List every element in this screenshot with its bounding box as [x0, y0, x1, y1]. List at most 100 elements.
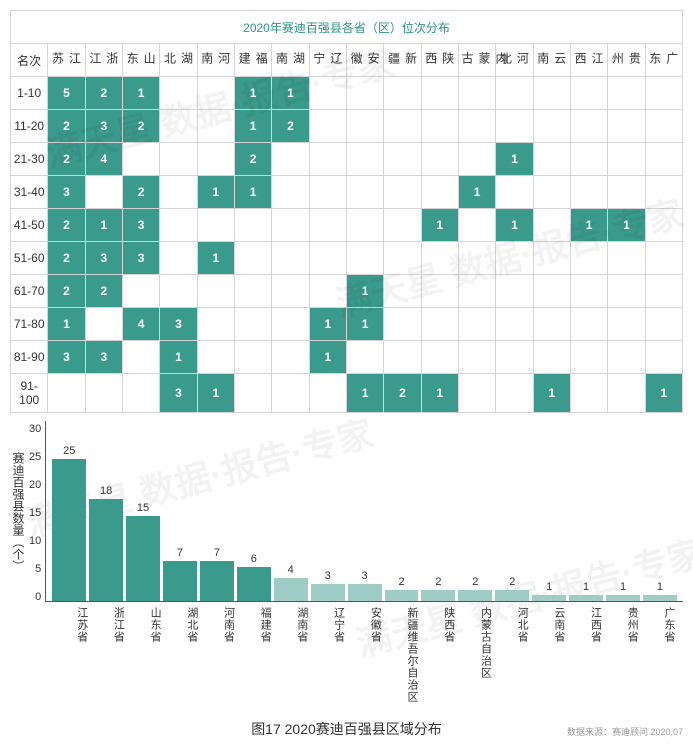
bar-value-label: 2 [509, 576, 515, 588]
rank-label: 31-40 [11, 176, 48, 209]
table-cell [160, 242, 197, 275]
bar-column: 1 [569, 581, 603, 601]
table-cell [608, 176, 645, 209]
province-header: 山东 [124, 48, 158, 70]
table-cell [533, 341, 570, 374]
bar [532, 595, 566, 601]
bar [237, 567, 271, 601]
ytick: 10 [29, 535, 41, 547]
table-cell [533, 77, 570, 110]
table-cell [570, 110, 607, 143]
table-cell [197, 308, 234, 341]
table-cell [197, 275, 234, 308]
rank-label: 21-30 [11, 143, 48, 176]
table-cell: 1 [85, 209, 122, 242]
table-cell [608, 143, 645, 176]
table-cell [496, 275, 533, 308]
table-cell: 5 [48, 77, 85, 110]
table-cell: 2 [48, 110, 85, 143]
table-cell [533, 143, 570, 176]
table-cell [346, 242, 383, 275]
table-cell [197, 143, 234, 176]
table-cell: 1 [496, 209, 533, 242]
xaxis-labels: 江苏省浙江省山东省湖北省河南省福建省湖南省辽宁省安徽省新疆维吾尔自治区陕西省内蒙… [50, 603, 683, 703]
rank-label: 71-80 [11, 308, 48, 341]
table-cell: 1 [570, 209, 607, 242]
table-cell [384, 308, 421, 341]
table-cell [384, 275, 421, 308]
table-cell [160, 143, 197, 176]
table-cell [421, 77, 458, 110]
table-cell [570, 242, 607, 275]
bar [89, 499, 123, 601]
ytick: 25 [29, 451, 41, 463]
bar-value-label: 15 [137, 502, 149, 514]
ytick: 5 [29, 563, 41, 575]
bar-value-label: 7 [214, 547, 220, 559]
yaxis-label: 赛迪百强县数量（个） [10, 452, 29, 572]
table-cell: 2 [272, 110, 309, 143]
table-cell: 1 [645, 374, 682, 413]
table-cell [421, 275, 458, 308]
table-cell [458, 143, 495, 176]
table-cell [160, 176, 197, 209]
province-header: 云南 [535, 48, 569, 70]
xaxis-label: 浙江省 [93, 607, 127, 703]
xaxis-label: 湖南省 [276, 607, 310, 703]
bar-value-label: 3 [362, 570, 368, 582]
table-cell: 3 [85, 341, 122, 374]
xaxis-label: 安徽省 [350, 607, 384, 703]
rank-label: 91-100 [11, 374, 48, 413]
table-cell [309, 110, 346, 143]
bar [385, 590, 419, 601]
province-header: 安徽 [348, 48, 382, 70]
table-cell [384, 143, 421, 176]
rank-header: 名次 [11, 44, 48, 77]
bar-value-label: 1 [620, 581, 626, 593]
table-cell: 3 [48, 176, 85, 209]
table-cell [645, 341, 682, 374]
bar [606, 595, 640, 601]
table-cell [570, 275, 607, 308]
table-cell: 1 [421, 209, 458, 242]
table-cell [234, 275, 271, 308]
table-cell [645, 110, 682, 143]
bar-column: 1 [643, 581, 677, 601]
table-cell [496, 176, 533, 209]
table-cell: 1 [346, 275, 383, 308]
xaxis-label: 辽宁省 [313, 607, 347, 703]
table-cell [570, 341, 607, 374]
yaxis-ticks: 302520151050 [29, 421, 45, 603]
bar-value-label: 18 [100, 485, 112, 497]
table-cell: 1 [197, 242, 234, 275]
table-cell [421, 308, 458, 341]
province-header: 陕西 [423, 48, 457, 70]
table-cell [234, 308, 271, 341]
table-cell [384, 110, 421, 143]
table-cell [533, 308, 570, 341]
table-cell [608, 77, 645, 110]
table-cell [309, 209, 346, 242]
table-cell: 1 [421, 374, 458, 413]
bar-column: 3 [311, 570, 345, 601]
table-cell: 1 [197, 374, 234, 413]
table-cell [570, 308, 607, 341]
bar [163, 561, 197, 601]
bar-column: 7 [200, 547, 234, 601]
bar [495, 590, 529, 601]
table-cell: 1 [197, 176, 234, 209]
table-cell: 4 [85, 143, 122, 176]
table-cell: 3 [160, 308, 197, 341]
xaxis-label: 贵州省 [607, 607, 641, 703]
table-cell [533, 242, 570, 275]
province-header: 辽宁 [311, 48, 345, 70]
ytick: 15 [29, 507, 41, 519]
bar-column: 2 [458, 576, 492, 601]
table-cell [608, 275, 645, 308]
table-cell [645, 275, 682, 308]
bar-column: 2 [421, 576, 455, 601]
table-cell [122, 374, 159, 413]
table-cell: 2 [85, 77, 122, 110]
table-cell [234, 341, 271, 374]
table-cell [570, 176, 607, 209]
